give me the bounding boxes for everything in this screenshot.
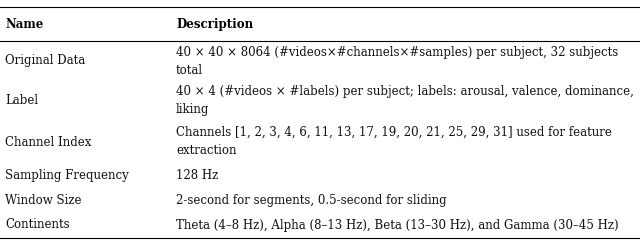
Text: 40 × 4 (#videos × #labels) per subject; labels: arousal, valence, dominance,
lik: 40 × 4 (#videos × #labels) per subject; … bbox=[176, 85, 634, 116]
Text: Theta (4–8 Hz), Alpha (8–13 Hz), Beta (13–30 Hz), and Gamma (30–45 Hz): Theta (4–8 Hz), Alpha (8–13 Hz), Beta (1… bbox=[176, 218, 619, 232]
Text: Window Size: Window Size bbox=[5, 194, 82, 207]
Text: 2-second for segments, 0.5-second for sliding: 2-second for segments, 0.5-second for sl… bbox=[176, 194, 447, 207]
Text: Channels [1, 2, 3, 4, 6, 11, 13, 17, 19, 20, 21, 25, 29, 31] used for feature
ex: Channels [1, 2, 3, 4, 6, 11, 13, 17, 19,… bbox=[176, 126, 612, 157]
Text: 128 Hz: 128 Hz bbox=[176, 169, 218, 182]
Text: Description: Description bbox=[176, 18, 253, 30]
Text: Label: Label bbox=[5, 94, 38, 107]
Text: Channel Index: Channel Index bbox=[5, 136, 92, 149]
Text: Original Data: Original Data bbox=[5, 54, 85, 67]
Text: Sampling Frequency: Sampling Frequency bbox=[5, 169, 129, 182]
Text: Name: Name bbox=[5, 18, 44, 30]
Text: Continents: Continents bbox=[5, 218, 70, 232]
Text: 40 × 40 × 8064 (#videos×#channels×#samples) per subject, 32 subjects
total: 40 × 40 × 8064 (#videos×#channels×#sampl… bbox=[176, 46, 618, 77]
